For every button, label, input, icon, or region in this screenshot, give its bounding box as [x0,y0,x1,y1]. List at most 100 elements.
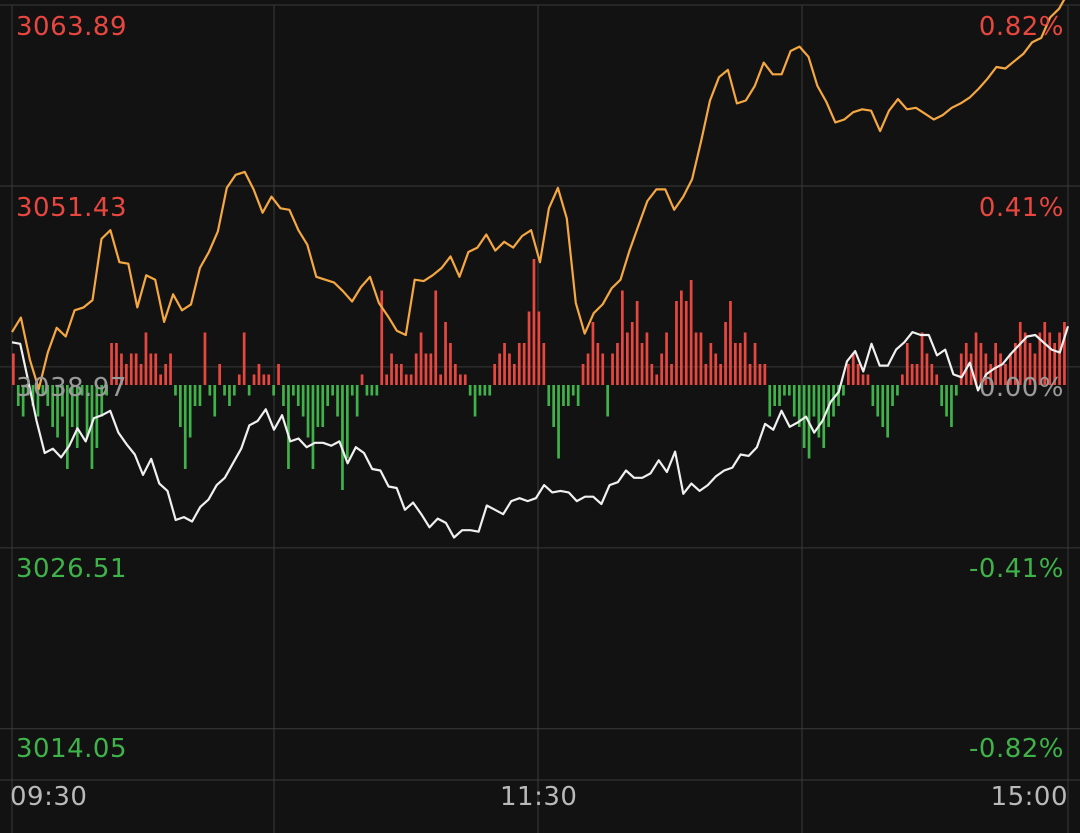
volume-bar [734,343,737,385]
volume-bar [871,385,875,406]
volume-bar [36,385,40,417]
volume-bar [233,385,236,396]
volume-bar [665,332,668,385]
volume-bar [557,385,560,459]
volume-bar [149,353,153,385]
y-tick-label: 3038.97 [16,373,128,403]
volume-bar [792,385,796,417]
volume-bar [174,385,177,396]
volume-bar [596,343,600,385]
volume-bar [1043,322,1047,385]
volume-bar [645,332,649,385]
volume-bar [105,385,108,396]
volume-bar [910,364,914,385]
volume-bar [85,385,89,438]
average-price-line [11,0,1066,390]
volume-bar [1033,353,1037,385]
volume-bar [223,385,226,396]
volume-bar [979,343,983,385]
volume-bar [552,385,555,427]
pct-tick-label: 0.82% [978,12,1064,42]
volume-bar [532,259,536,385]
volume-bar [925,353,929,385]
grid-lines [0,4,1080,833]
volume-bar [547,385,551,406]
volume-bar [1028,343,1032,385]
volume-bar [684,301,688,385]
volume-bar [208,385,212,396]
volume-bar [404,374,408,385]
volume-bar [346,385,349,459]
volume-bar [626,332,629,385]
volume-bar [694,332,698,385]
volume-bar [31,385,35,406]
volume-bar [930,364,934,385]
volume-bar [920,332,924,385]
volume-bar [581,364,585,385]
volume-bar [773,385,776,406]
volume-bar [242,332,246,385]
volume-bar [203,332,207,385]
volume-bar [1018,322,1022,385]
volume-bar [306,385,310,438]
volume-bar [576,385,580,406]
volume-bar [527,311,531,385]
volume-bar [360,374,364,385]
volume-bar [198,385,202,406]
volume-bar [326,385,329,406]
volume-bar [247,385,251,396]
pct-tick-label: -0.41% [969,554,1064,584]
volume-bar [994,343,997,385]
volume-bar [468,385,472,396]
volume-bar [611,353,614,385]
volume-bar [709,343,713,385]
volume-bar [1014,343,1017,385]
volume-bar [616,343,619,385]
volume-bar [940,385,943,406]
volume-bar [75,385,79,448]
volume-bar [188,385,192,438]
volume-bar [429,353,433,385]
volume-bar [395,364,398,385]
volume-bar [134,353,138,385]
volume-bar [213,385,217,417]
volume-bar [424,353,428,385]
volume-bar [635,301,639,385]
volume-bar [984,353,988,385]
volume-bar [252,374,256,385]
volume-bar [331,385,334,396]
y-tick-label: 3014.05 [16,734,128,764]
volume-bar [488,385,492,396]
volume-bar [655,374,659,385]
volume-bar [586,353,590,385]
volume-bar [493,364,496,385]
volume-bar [56,385,59,438]
volume-bar [16,385,20,406]
volume-bar [449,343,452,385]
volume-bar [400,364,403,385]
volume-bar [336,385,339,417]
volume-bar [935,374,939,385]
volume-bar [439,374,442,385]
volume-bar [66,385,69,469]
volume-bar [778,385,781,406]
volume-bar [719,364,722,385]
volume-bar [876,385,880,417]
volume-bar [26,385,30,396]
volume-bar [311,385,315,469]
volume-bar [115,343,118,385]
volume-bar [41,385,45,396]
volume-bar [390,353,393,385]
volume-bar [473,385,477,417]
volume-bar [999,353,1002,385]
volume-bar [370,385,374,396]
volume-bar [896,385,899,396]
y-tick-label: 3051.43 [16,193,128,223]
volume-bar [689,280,693,385]
volume-bar [257,364,261,385]
volume-bar [522,343,526,385]
volume-bar [296,385,300,406]
volume-bar [851,353,855,385]
volume-bar [80,385,84,396]
volume-bar [321,385,325,427]
